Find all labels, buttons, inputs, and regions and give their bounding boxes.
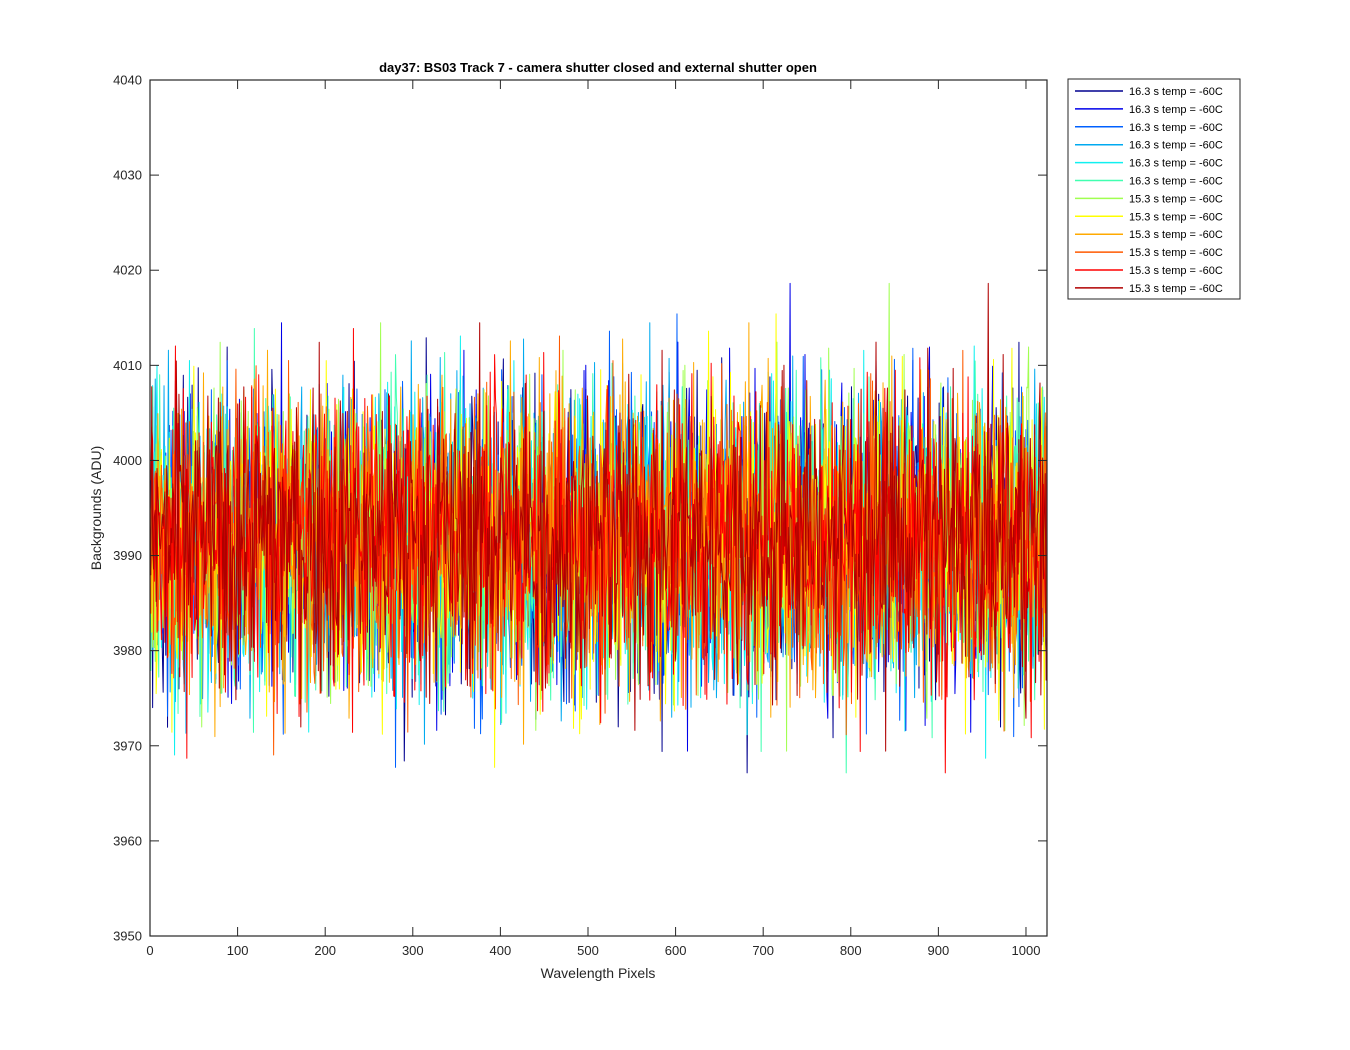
series-layer (149, 282, 1048, 774)
legend-label: 15.3 s temp = -60C (1129, 247, 1223, 259)
x-tick-label: 800 (840, 943, 862, 958)
y-tick-label: 4010 (113, 358, 142, 373)
x-tick-label: 500 (577, 943, 599, 958)
legend-label: 16.3 s temp = -60C (1129, 86, 1223, 98)
y-tick-label: 4030 (113, 168, 142, 183)
x-tick-label: 700 (752, 943, 774, 958)
x-axis-ticks: 0 100 200 300 400 500 600 700 800 900 1000 (146, 80, 1040, 958)
y-tick-label: 3950 (113, 929, 142, 944)
legend-label: 15.3 s temp = -60C (1129, 211, 1223, 223)
x-tick-label: 1000 (1012, 943, 1041, 958)
y-tick-label: 3970 (113, 738, 142, 753)
x-tick-label: 0 (146, 943, 153, 958)
series-line-12 (149, 282, 1048, 752)
y-axis-label: Backgrounds (ADU) (88, 446, 104, 571)
legend-label: 16.3 s temp = -60C (1129, 122, 1223, 134)
x-tick-label: 600 (665, 943, 687, 958)
y-tick-label: 4040 (113, 73, 142, 88)
legend: 16.3 s temp = -60C 16.3 s temp = -60C 16.3… (1067, 78, 1241, 300)
legend-label: 15.3 s temp = -60C (1129, 283, 1223, 295)
axes-frame (149, 79, 1048, 937)
legend-label: 16.3 s temp = -60C (1129, 158, 1223, 170)
legend-items: 16.3 s temp = -60C 16.3 s temp = -60C 16.3… (1075, 86, 1223, 295)
legend-label: 16.3 s temp = -60C (1129, 176, 1223, 188)
y-tick-label: 3960 (113, 833, 142, 848)
x-axis-label: Wavelength Pixels (541, 965, 656, 981)
legend-label: 15.3 s temp = -60C (1129, 265, 1223, 277)
legend-label: 15.3 s temp = -60C (1129, 193, 1223, 205)
x-tick-label: 900 (928, 943, 950, 958)
x-tick-label: 200 (314, 943, 336, 958)
y-tick-label: 4020 (113, 263, 142, 278)
legend-label: 16.3 s temp = -60C (1129, 104, 1223, 116)
y-tick-label: 4000 (113, 453, 142, 468)
legend-label: 15.3 s temp = -60C (1129, 229, 1223, 241)
y-tick-label: 3980 (113, 643, 142, 658)
x-tick-label: 100 (227, 943, 249, 958)
chart-title: day37: BS03 Track 7 - camera shutter clo… (379, 60, 817, 75)
x-tick-label: 300 (402, 943, 424, 958)
legend-label: 16.3 s temp = -60C (1129, 140, 1223, 152)
legend-box (1067, 78, 1241, 300)
y-tick-label: 3990 (113, 548, 142, 563)
x-tick-label: 400 (490, 943, 512, 958)
y-axis-ticks: 3950 3960 3970 3980 3990 4000 4010 4020 4030 4040 (113, 73, 1047, 944)
axes-box (149, 79, 1048, 937)
